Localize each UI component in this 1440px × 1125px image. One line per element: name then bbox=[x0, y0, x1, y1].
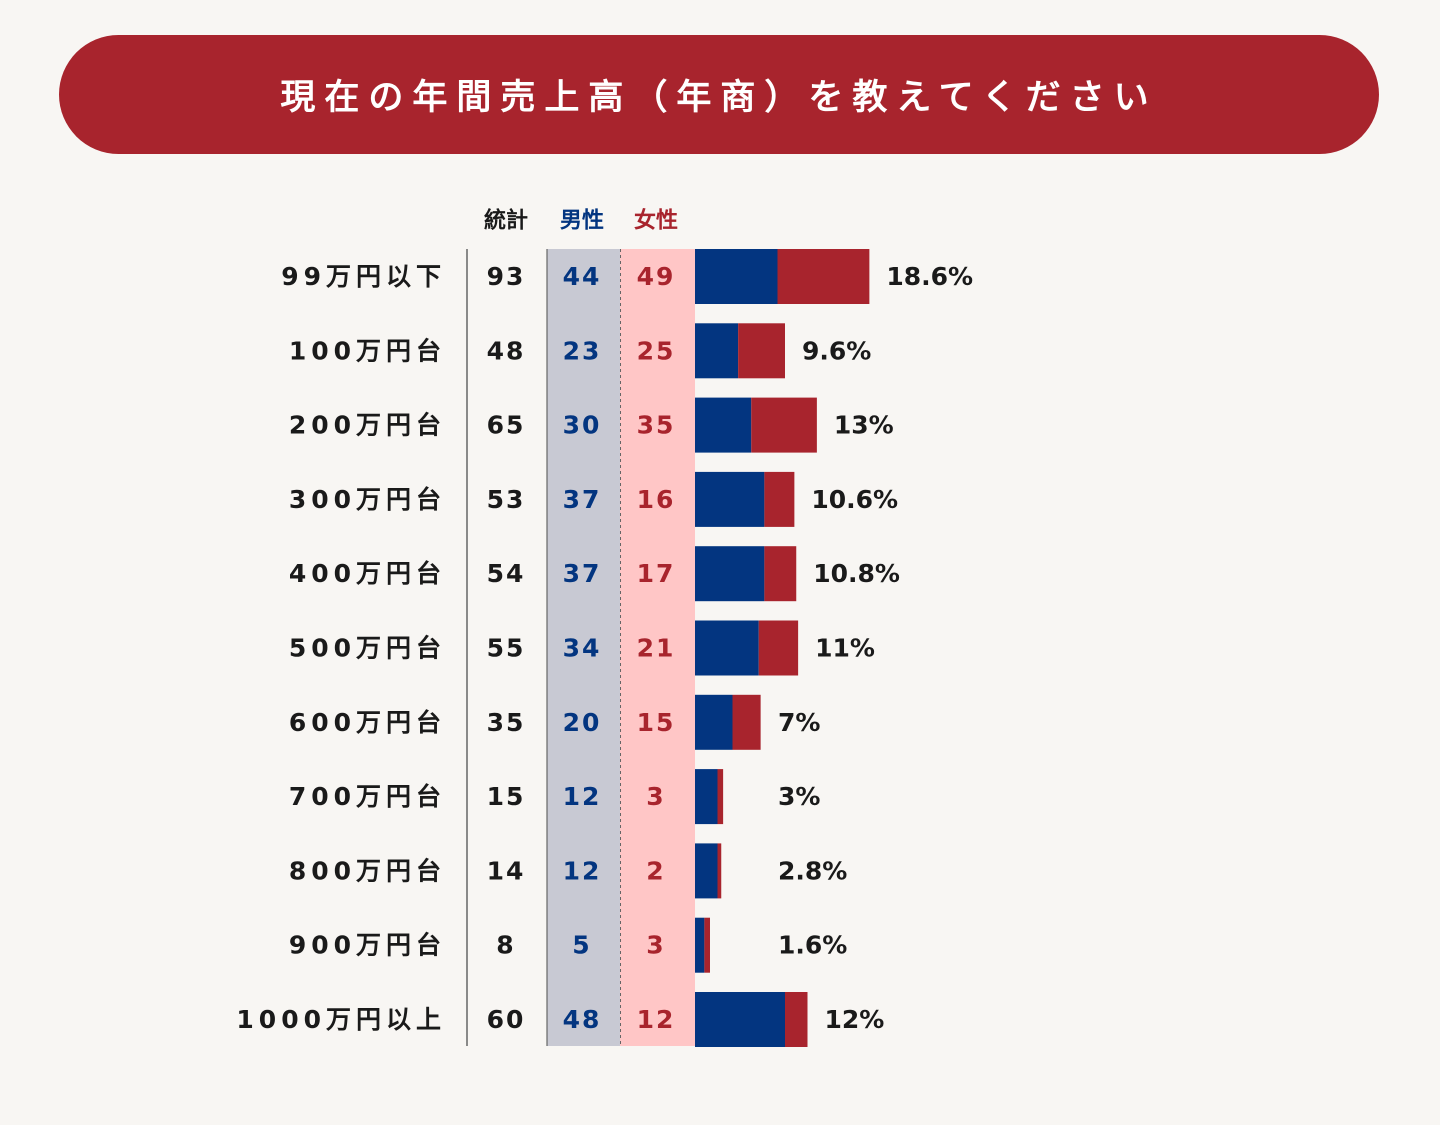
percent-label: 9.6% bbox=[802, 336, 871, 365]
category-label: 400万円台 bbox=[289, 559, 446, 588]
male-value: 48 bbox=[563, 1005, 602, 1034]
percent-label: 11% bbox=[815, 634, 875, 663]
total-value: 55 bbox=[487, 634, 526, 663]
female-value: 12 bbox=[637, 1005, 676, 1034]
female-value: 25 bbox=[637, 336, 676, 365]
female-value: 3 bbox=[646, 931, 665, 960]
total-value: 48 bbox=[487, 336, 526, 365]
male-bar bbox=[695, 769, 718, 825]
total-value: 60 bbox=[487, 1005, 526, 1034]
header-male: 男性 bbox=[560, 209, 604, 234]
female-value: 15 bbox=[637, 708, 676, 737]
male-bar bbox=[695, 694, 733, 750]
female-bar bbox=[777, 249, 870, 304]
male-column-band bbox=[547, 249, 620, 1046]
female-value: 17 bbox=[637, 559, 676, 588]
female-value: 16 bbox=[637, 485, 676, 514]
category-label: 300万円台 bbox=[289, 485, 446, 514]
female-value: 2 bbox=[646, 856, 665, 885]
total-value: 35 bbox=[487, 708, 526, 737]
percent-label: 10.6% bbox=[811, 485, 898, 514]
female-value: 3 bbox=[646, 782, 665, 811]
female-bar bbox=[738, 323, 785, 379]
male-value: 20 bbox=[563, 708, 602, 737]
category-label: 900万円台 bbox=[289, 931, 446, 960]
male-value: 30 bbox=[563, 411, 602, 440]
female-value: 35 bbox=[637, 411, 676, 440]
male-value: 37 bbox=[563, 559, 602, 588]
percent-label: 18.6% bbox=[886, 262, 973, 291]
total-value: 14 bbox=[487, 856, 526, 885]
page-title: 現在の年間売上高（年商）を教えてください bbox=[280, 78, 1158, 118]
female-bar bbox=[764, 471, 795, 527]
male-value: 23 bbox=[563, 336, 602, 365]
male-value: 34 bbox=[563, 634, 602, 663]
percent-label: 1.6% bbox=[778, 931, 847, 960]
percent-label: 7% bbox=[778, 708, 820, 737]
total-value: 93 bbox=[487, 262, 526, 291]
male-bar bbox=[695, 917, 705, 973]
percent-label: 13% bbox=[834, 411, 894, 440]
male-bar bbox=[695, 992, 785, 1047]
male-bar bbox=[695, 620, 759, 676]
female-value: 49 bbox=[637, 262, 676, 291]
category-label: 700万円台 bbox=[289, 782, 446, 811]
female-value: 21 bbox=[637, 634, 676, 663]
female-bar bbox=[785, 992, 808, 1047]
category-label: 600万円台 bbox=[289, 708, 446, 737]
category-label: 100万円台 bbox=[289, 336, 446, 365]
category-label: 800万円台 bbox=[289, 856, 446, 885]
male-bar bbox=[695, 323, 739, 379]
male-value: 44 bbox=[563, 262, 602, 291]
female-bar bbox=[704, 917, 710, 973]
male-bar bbox=[695, 249, 778, 304]
total-value: 54 bbox=[487, 559, 526, 588]
total-value: 15 bbox=[487, 782, 526, 811]
total-value: 65 bbox=[487, 411, 526, 440]
female-bar bbox=[751, 397, 817, 453]
category-label: 200万円台 bbox=[289, 411, 446, 440]
male-value: 12 bbox=[563, 856, 602, 885]
header-total: 統計 bbox=[484, 208, 528, 234]
female-bar bbox=[758, 620, 799, 676]
total-value: 8 bbox=[496, 931, 515, 960]
female-column-band bbox=[620, 249, 695, 1046]
male-bar bbox=[695, 471, 765, 527]
percent-label: 2.8% bbox=[778, 856, 847, 885]
female-bar bbox=[717, 843, 722, 899]
header-female: 女性 bbox=[634, 208, 678, 234]
male-value: 37 bbox=[563, 485, 602, 514]
male-bar bbox=[695, 843, 718, 899]
percent-label: 3% bbox=[778, 782, 820, 811]
title-banner: 現在の年間売上高（年商）を教えてください bbox=[59, 35, 1379, 154]
male-bar bbox=[695, 397, 752, 453]
category-label: 1000万円以上 bbox=[236, 1005, 446, 1034]
percent-label: 10.8% bbox=[813, 559, 900, 588]
female-bar bbox=[764, 546, 797, 602]
male-value: 5 bbox=[572, 931, 591, 960]
male-bar bbox=[695, 546, 765, 602]
male-value: 12 bbox=[563, 782, 602, 811]
category-label: 500万円台 bbox=[289, 634, 446, 663]
total-value: 53 bbox=[487, 485, 526, 514]
category-label: 99万円以下 bbox=[281, 262, 446, 291]
female-bar bbox=[717, 769, 724, 825]
female-bar bbox=[732, 694, 761, 750]
percent-label: 12% bbox=[825, 1005, 885, 1034]
